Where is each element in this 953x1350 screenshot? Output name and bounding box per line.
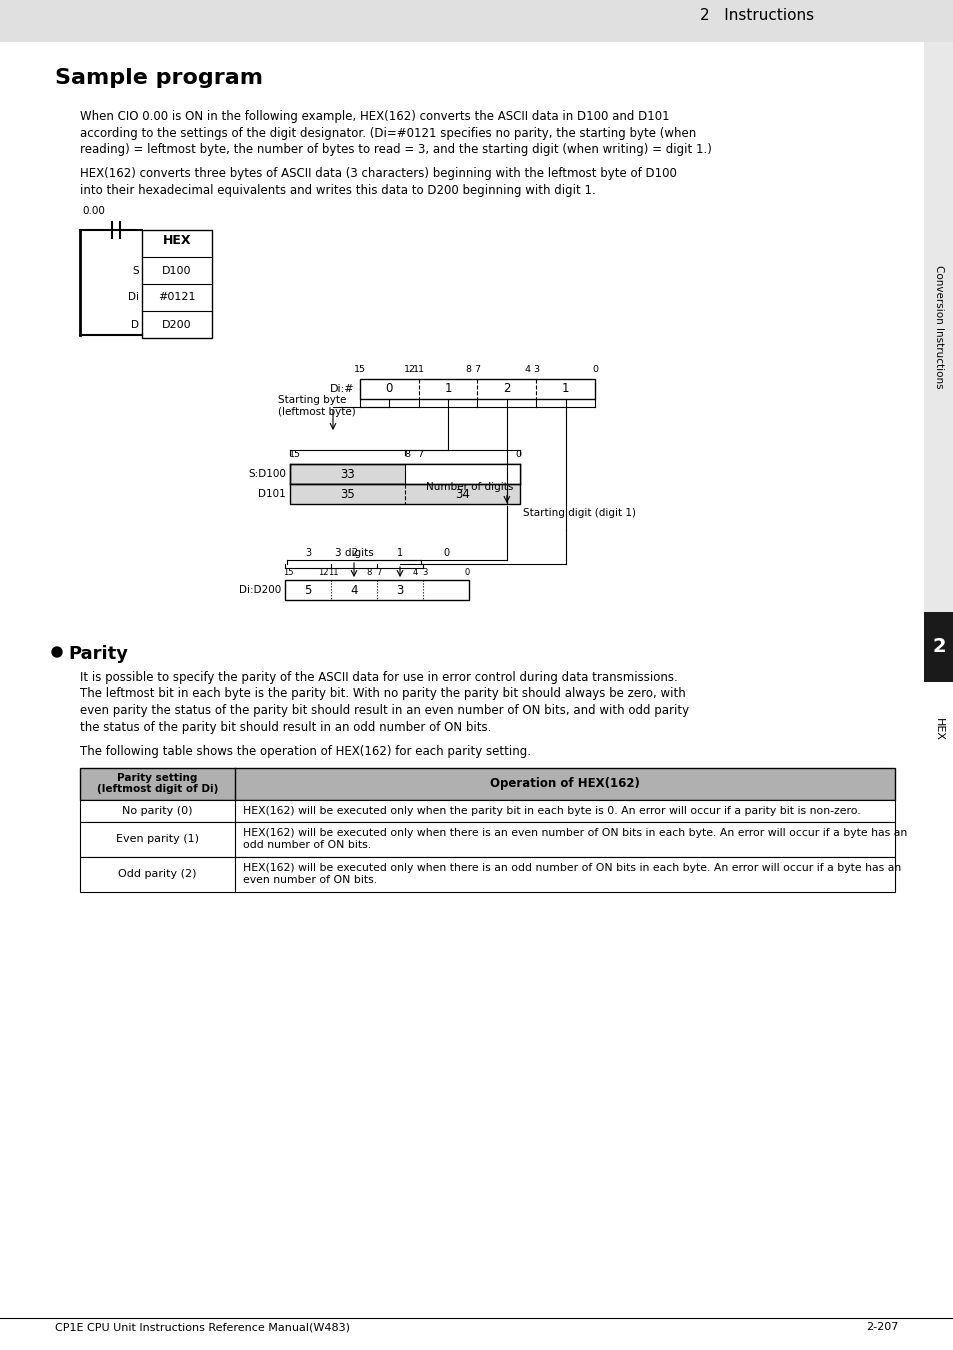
Bar <box>80 822 894 856</box>
Text: 2: 2 <box>502 382 510 396</box>
Text: HEX(162) converts three bytes of ASCII data (3 characters) beginning with the le: HEX(162) converts three bytes of ASCII d… <box>80 167 677 181</box>
Text: The following table shows the operation of HEX(162) for each parity setting.: The following table shows the operation … <box>80 745 531 757</box>
Text: S: S <box>132 266 139 275</box>
Text: 5: 5 <box>304 583 312 597</box>
Bar <box>923 42 953 612</box>
Text: D: D <box>131 320 139 329</box>
Text: D100: D100 <box>162 266 192 275</box>
Bar <box>290 485 519 504</box>
Text: into their hexadecimal equivalents and writes this data to D200 beginning with d: into their hexadecimal equivalents and w… <box>80 184 595 197</box>
Text: It is possible to specify the parity of the ASCII data for use in error control : It is possible to specify the parity of … <box>80 671 677 684</box>
Text: 1: 1 <box>561 382 569 396</box>
Text: Starting digit (digit 1): Starting digit (digit 1) <box>523 508 636 518</box>
Text: 7: 7 <box>474 364 480 374</box>
Text: 15: 15 <box>289 450 301 459</box>
Text: 7: 7 <box>416 450 422 459</box>
Text: HEX(162) will be executed only when there is an odd number of ON bits in each by: HEX(162) will be executed only when ther… <box>243 863 901 884</box>
Text: 8: 8 <box>366 568 372 576</box>
Text: 4: 4 <box>524 364 530 374</box>
Text: 15: 15 <box>354 364 366 374</box>
Circle shape <box>52 647 62 657</box>
Text: 11: 11 <box>328 568 338 576</box>
Text: Conversion Instructions: Conversion Instructions <box>933 265 943 389</box>
Text: CP1E CPU Unit Instructions Reference Manual(W483): CP1E CPU Unit Instructions Reference Man… <box>55 1322 350 1332</box>
Bar <box>0 0 953 42</box>
Text: even parity the status of the parity bit should result in an even number of ON b: even parity the status of the parity bit… <box>80 703 688 717</box>
Text: Starting byte
(leftmost byte): Starting byte (leftmost byte) <box>277 396 355 417</box>
Text: HEX(162) will be executed only when there is an even number of ON bits in each b: HEX(162) will be executed only when ther… <box>243 828 906 849</box>
Text: Di:#: Di:# <box>330 383 355 394</box>
Text: D200: D200 <box>162 320 192 329</box>
Text: When CIO 0.00 is ON in the following example, HEX(162) converts the ASCII data i: When CIO 0.00 is ON in the following exa… <box>80 109 669 123</box>
Text: 3: 3 <box>422 568 427 576</box>
Text: 3 digits: 3 digits <box>335 548 373 558</box>
Text: D101: D101 <box>258 489 286 500</box>
Text: No parity (0): No parity (0) <box>122 806 193 815</box>
Text: 0: 0 <box>385 382 393 396</box>
Text: 3: 3 <box>395 583 403 597</box>
Text: 0: 0 <box>464 568 469 576</box>
Text: 8: 8 <box>403 450 410 459</box>
Text: The leftmost bit in each byte is the parity bit. With no parity the parity bit s: The leftmost bit in each byte is the par… <box>80 687 685 701</box>
Text: 12: 12 <box>317 568 328 576</box>
Text: 4: 4 <box>350 583 357 597</box>
Text: 2: 2 <box>931 637 944 656</box>
Text: 8: 8 <box>465 364 471 374</box>
Text: Parity: Parity <box>68 645 128 663</box>
Bar <box>923 612 953 682</box>
Text: HEX(162) will be executed only when the parity bit in each byte is 0. An error w: HEX(162) will be executed only when the … <box>243 806 860 815</box>
Text: Sample program: Sample program <box>55 68 263 88</box>
Text: 7: 7 <box>375 568 381 576</box>
Text: 11: 11 <box>413 364 424 374</box>
Text: according to the settings of the digit designator. (Di=#0121 specifies no parity: according to the settings of the digit d… <box>80 127 696 139</box>
Text: 2   Instructions: 2 Instructions <box>700 8 813 23</box>
Text: Di: Di <box>128 293 139 302</box>
Text: 34: 34 <box>455 487 470 501</box>
Bar <box>80 768 894 799</box>
Bar <box>285 580 469 599</box>
Bar <box>359 379 595 400</box>
Text: Operation of HEX(162): Operation of HEX(162) <box>490 778 639 790</box>
Bar <box>405 464 519 485</box>
Bar <box>290 464 519 485</box>
Text: 35: 35 <box>340 487 355 501</box>
Text: 2: 2 <box>351 548 356 558</box>
Text: 2-207: 2-207 <box>865 1322 898 1332</box>
Text: 12: 12 <box>403 364 416 374</box>
Text: Odd parity (2): Odd parity (2) <box>118 869 196 879</box>
Text: Parity setting
(leftmost digit of Di): Parity setting (leftmost digit of Di) <box>96 772 218 794</box>
Text: Number of digits: Number of digits <box>426 482 513 491</box>
Text: HEX: HEX <box>163 234 191 247</box>
Text: 4: 4 <box>412 568 417 576</box>
Text: #0121: #0121 <box>158 293 195 302</box>
Bar <box>80 799 894 822</box>
Text: 3: 3 <box>305 548 311 558</box>
Text: 0.00: 0.00 <box>82 207 105 216</box>
Text: 15: 15 <box>282 568 293 576</box>
Bar <box>80 856 894 891</box>
Text: S:D100: S:D100 <box>248 468 286 479</box>
Text: 0: 0 <box>442 548 449 558</box>
Text: Di:D200: Di:D200 <box>238 585 281 595</box>
Text: 0: 0 <box>592 364 598 374</box>
Text: reading) = leftmost byte, the number of bytes to read = 3, and the starting digi: reading) = leftmost byte, the number of … <box>80 143 711 157</box>
Text: the status of the parity bit should result in an odd number of ON bits.: the status of the parity bit should resu… <box>80 721 491 733</box>
Text: Even parity (1): Even parity (1) <box>116 834 199 844</box>
Text: 33: 33 <box>340 467 355 481</box>
Text: 0: 0 <box>515 450 520 459</box>
Bar <box>142 230 212 338</box>
Text: 1: 1 <box>396 548 402 558</box>
Text: 1: 1 <box>444 382 452 396</box>
Text: 3: 3 <box>533 364 538 374</box>
Text: HEX: HEX <box>933 718 943 741</box>
